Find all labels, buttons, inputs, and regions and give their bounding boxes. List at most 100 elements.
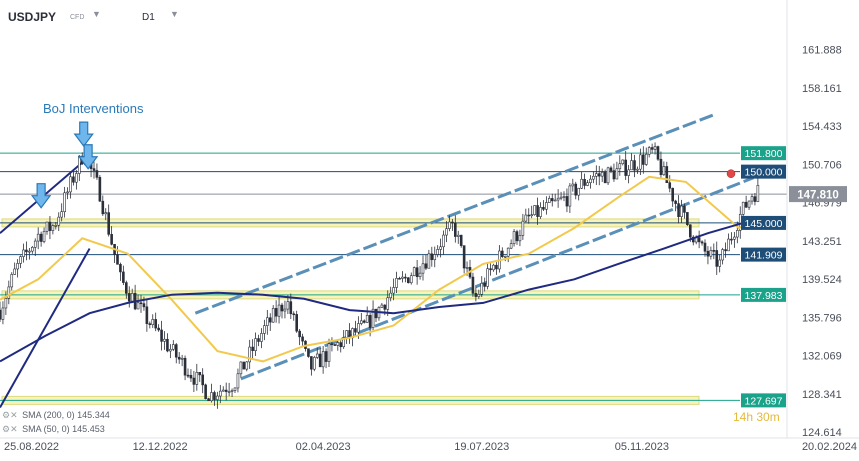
current-price-badge (789, 186, 847, 203)
candle-body (268, 317, 272, 323)
candle-body (503, 255, 507, 258)
moving-average-line (0, 216, 762, 363)
visibility-icon[interactable]: ⚙✕ (2, 410, 18, 420)
visibility-icon[interactable]: ⚙✕ (2, 424, 18, 434)
candle-body (57, 216, 61, 226)
candle-body (213, 392, 216, 400)
candle-body (224, 389, 228, 392)
candle-body (357, 323, 360, 333)
candle-body (527, 214, 531, 217)
candle-body (1, 307, 5, 320)
candle-body (360, 320, 363, 324)
x-tick-label: 12.12.2022 (133, 441, 188, 453)
candle-body (709, 250, 713, 257)
y-tick-label: 139.524 (802, 274, 842, 286)
candle-body (724, 249, 727, 252)
candle-body (292, 313, 296, 316)
candle-body (78, 155, 81, 174)
candle-body (219, 390, 222, 397)
price-level-label: 145.000 (745, 218, 783, 230)
candle-body (374, 308, 378, 319)
timeframe-selector[interactable]: D1 (142, 12, 155, 23)
candle-body (521, 220, 525, 236)
candle-body (371, 308, 375, 328)
candle-body (712, 250, 716, 252)
candle-body (703, 242, 707, 252)
legend-sma-50-label: SMA (50, 0) (22, 424, 70, 434)
candle-body (624, 159, 627, 176)
candle-body (412, 267, 416, 277)
symbol-title[interactable]: USDJPY (8, 10, 57, 24)
candle-body (198, 371, 202, 376)
candle-body (136, 302, 140, 310)
candle-body (307, 348, 310, 357)
candle-body (125, 282, 128, 294)
y-tick-label: 124.614 (802, 427, 842, 439)
candle-body (195, 371, 199, 385)
legend-sma-200[interactable]: ⚙✕ SMA (200, 0) 145.344 (2, 410, 110, 421)
candle-body (448, 221, 451, 229)
candle-body (16, 263, 19, 270)
candle-body (169, 348, 172, 352)
candle-body (0, 309, 2, 320)
candle-body (580, 178, 583, 189)
candle-body (533, 205, 536, 216)
candle-body (172, 344, 175, 350)
candle-body (10, 274, 14, 288)
candle-body (345, 330, 348, 338)
candle-body (298, 330, 301, 338)
candle-body (674, 200, 677, 204)
candle-body (574, 183, 578, 196)
candle-body (718, 259, 721, 267)
candle-body (286, 301, 290, 310)
candle-body (119, 264, 122, 273)
bar-countdown: 14h 30m (733, 410, 780, 424)
candle-body (210, 392, 213, 402)
candle-body (530, 214, 533, 217)
candle-body (236, 373, 240, 389)
candle-body (618, 163, 622, 170)
legend-sma-50[interactable]: ⚙✕ SMA (50, 0) 145.453 (2, 424, 105, 435)
candle-body (368, 315, 372, 328)
candle-body (421, 263, 425, 274)
candle-body (260, 333, 263, 342)
annotation-boj-interventions: BoJ Interventions (43, 101, 144, 116)
candle-body (418, 272, 422, 277)
candle-body (501, 250, 504, 258)
y-tick-label: 158.161 (802, 83, 842, 95)
candle-body (22, 249, 25, 257)
candle-body (36, 233, 40, 242)
chevron-down-icon[interactable]: ▼ (170, 9, 179, 19)
candle-body (697, 237, 701, 243)
candle-body (386, 297, 390, 310)
candle-body (207, 398, 210, 402)
candle-body (39, 233, 43, 242)
candle-body (430, 253, 434, 261)
candle-body (686, 212, 689, 226)
arrow-down-icon (30, 183, 52, 209)
candle-body (636, 168, 639, 171)
chevron-down-icon[interactable]: ▼ (92, 9, 101, 19)
y-tick-label: 161.888 (802, 45, 842, 57)
candle-body (424, 263, 428, 269)
candle-body (642, 154, 645, 165)
candle-body (509, 243, 513, 249)
moving-averages (0, 169, 762, 363)
candle-body (653, 146, 657, 150)
candle-body (280, 304, 284, 312)
candle-body (257, 338, 260, 342)
candle-body (736, 230, 739, 238)
candle-body (721, 249, 724, 261)
candle-body (60, 211, 63, 218)
candle-body (95, 170, 99, 178)
candle-body (683, 205, 686, 213)
candle-body (553, 199, 557, 202)
candle-body (562, 196, 566, 198)
candle-body (339, 342, 343, 348)
candle-body (750, 196, 754, 202)
candle-body (627, 169, 630, 176)
candle-body (313, 357, 316, 370)
price-level-badge (741, 146, 786, 161)
